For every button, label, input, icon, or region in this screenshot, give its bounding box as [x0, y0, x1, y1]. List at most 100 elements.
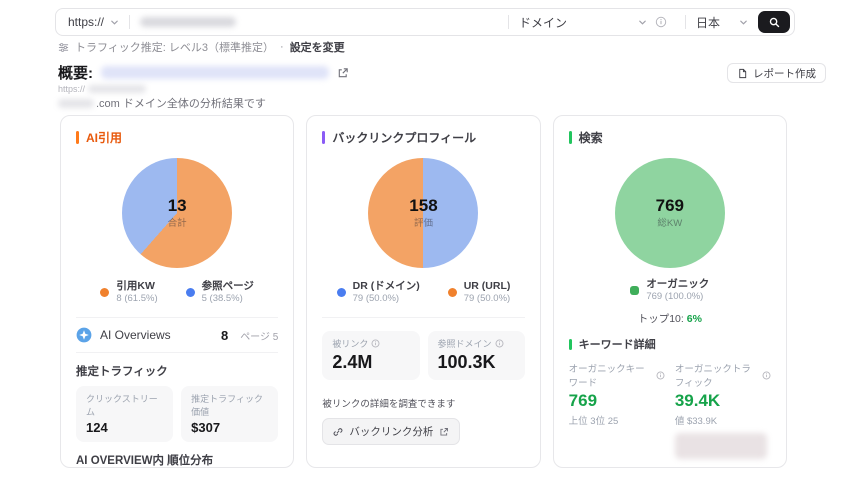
info-icon[interactable] [371, 339, 380, 348]
metric-cell-organic-keywords: オーガニックキーワード 769 上位 3位 25 [569, 361, 665, 459]
metric-value: 769 [569, 391, 665, 411]
metric-value: 100.3K [438, 352, 515, 373]
metric-value: 124 [86, 420, 163, 435]
backlink-footer-text: 被リンクの詳細を調査できます [322, 396, 524, 410]
mode-select[interactable]: ドメイン [519, 14, 647, 31]
divider [129, 15, 130, 29]
metric-value: $307 [191, 420, 268, 435]
pie-center: 13 合計 [122, 158, 232, 268]
card-title: AI引用 [86, 129, 122, 146]
metric-value: 39.4K [675, 391, 771, 411]
pie-center: 769 総KW [615, 158, 725, 268]
metric-sub: 値 $33.9K [675, 413, 771, 427]
backlink-legend: DR (ドメイン) 79 (50.0%) UR (URL) 79 (50.0%) [322, 280, 524, 305]
traffic-settings-row: トラフィック推定: レベル3（標準推定） · 設定を変更 [58, 39, 345, 55]
accent-bar [569, 339, 572, 350]
info-icon[interactable] [762, 371, 771, 380]
accent-bar [76, 131, 79, 144]
metric-label: 被リンク [332, 337, 368, 350]
ai-metrics: クリックストリーム 124 推定トラフィック価値 $307 [76, 386, 278, 442]
report-icon [737, 68, 748, 79]
sliders-icon [58, 42, 69, 53]
pie-center-label: 総KW [657, 215, 682, 229]
legend-value: 8 (61.5%) [116, 293, 157, 305]
protocol-select-value: https:// [68, 15, 104, 29]
ai-overviews-row: AI Overviews 8 ページ 5 [76, 318, 278, 352]
divider [322, 317, 524, 318]
legend-value: 79 (50.0%) [464, 293, 511, 305]
metric-label: 参照ドメイン [438, 337, 492, 350]
legend-label: 引用KW [116, 280, 157, 293]
redacted-domain-title [101, 66, 329, 79]
search-legend: オーガニック 769 (100.0%) [569, 278, 771, 303]
divider [685, 15, 686, 29]
ai-legend: 引用KW 8 (61.5%) 参照ページ 5 (38.5%) [76, 280, 278, 305]
card-title-row: 検索 [569, 129, 771, 146]
redacted-chart [675, 433, 767, 459]
domain-input-redacted[interactable] [140, 17, 236, 27]
accent-bar [322, 131, 325, 144]
top10-label: トップ10: [638, 313, 684, 325]
keyword-detail-header: キーワード詳細 [569, 336, 771, 352]
redacted-subdomain [58, 99, 94, 108]
page-subtitle: .com ドメイン全体の分析結果です [96, 95, 266, 111]
info-icon[interactable] [495, 339, 504, 348]
metric-value: 2.4M [332, 352, 409, 373]
pie-center-value: 158 [409, 197, 437, 216]
ai-overviews-label: AI Overviews [100, 328, 213, 342]
url-line: https:// [58, 84, 146, 94]
external-link-icon[interactable] [337, 67, 349, 79]
info-icon[interactable] [656, 371, 665, 380]
pie-center-label: 合計 [168, 215, 187, 229]
page-title: 概要: [58, 62, 93, 83]
card-ai-citations: AI引用 13 合計 引用KW 8 (61.5%) [60, 115, 294, 468]
card-title: 検索 [579, 129, 603, 146]
card-search: 検索 769 総KW オーガニック 769 (100.0%) [553, 115, 787, 468]
legend-label: UR (URL) [464, 280, 511, 293]
traffic-estimate-text: トラフィック推定: レベル3（標準推定） [75, 39, 274, 55]
divider [508, 15, 509, 29]
link-icon [333, 427, 343, 437]
legend-dot [448, 288, 457, 297]
dashboard-screen: https:// ドメイン 日本 [0, 0, 850, 478]
country-select-value: 日本 [696, 14, 720, 31]
legend-dot [337, 288, 346, 297]
metric-label: 推定トラフィック価値 [191, 392, 268, 418]
ai-pie-chart: 13 合計 [122, 158, 232, 268]
country-select[interactable]: 日本 [696, 14, 748, 31]
card-title-row: バックリンクプロフィール [322, 129, 524, 146]
chevron-down-icon [110, 18, 119, 27]
info-icon[interactable] [655, 16, 667, 28]
legend-item: 参照ページ 5 (38.5%) [186, 280, 254, 305]
create-report-button[interactable]: レポート作成 [727, 63, 826, 83]
protocol-select[interactable]: https:// [68, 15, 119, 29]
search-button[interactable] [758, 11, 790, 33]
metric-box-traffic-value: 推定トラフィック価値 $307 [181, 386, 278, 442]
metric-label: オーガニックキーワード [569, 361, 653, 389]
redacted-url [88, 85, 146, 93]
search-bar: https:// ドメイン 日本 [55, 8, 795, 36]
rank-distribution-label: AI OVERVIEW内 順位分布 [76, 452, 278, 468]
subtitle-line: .com ドメイン全体の分析結果です [58, 95, 266, 111]
card-title-row: AI引用 [76, 129, 278, 146]
metric-label: クリックストリーム [86, 392, 163, 418]
backlink-button-label: バックリンク分析 [349, 424, 433, 439]
backlink-analysis-button[interactable]: バックリンク分析 [322, 418, 460, 445]
metric-sub: 上位 3位 25 [569, 413, 665, 427]
chevron-down-icon [739, 18, 748, 27]
pie-center-value: 13 [168, 197, 187, 216]
search-icon [769, 17, 780, 28]
chevron-down-icon [638, 18, 647, 27]
legend-label: DR (ドメイン) [353, 280, 420, 293]
legend-value: 79 (50.0%) [353, 293, 420, 305]
ai-overviews-icon [76, 327, 92, 343]
url-prefix: https:// [58, 84, 85, 94]
mode-select-value: ドメイン [519, 14, 567, 31]
legend-item: 引用KW 8 (61.5%) [100, 280, 157, 305]
legend-dot [186, 288, 195, 297]
keyword-detail-title: キーワード詳細 [579, 336, 656, 352]
accent-bar [569, 131, 572, 144]
change-settings-link[interactable]: 設定を変更 [290, 39, 345, 55]
backlink-metrics: 被リンク 2.4M 参照ドメイン 100.3K [322, 331, 524, 380]
ai-overviews-count: 8 [221, 328, 228, 343]
